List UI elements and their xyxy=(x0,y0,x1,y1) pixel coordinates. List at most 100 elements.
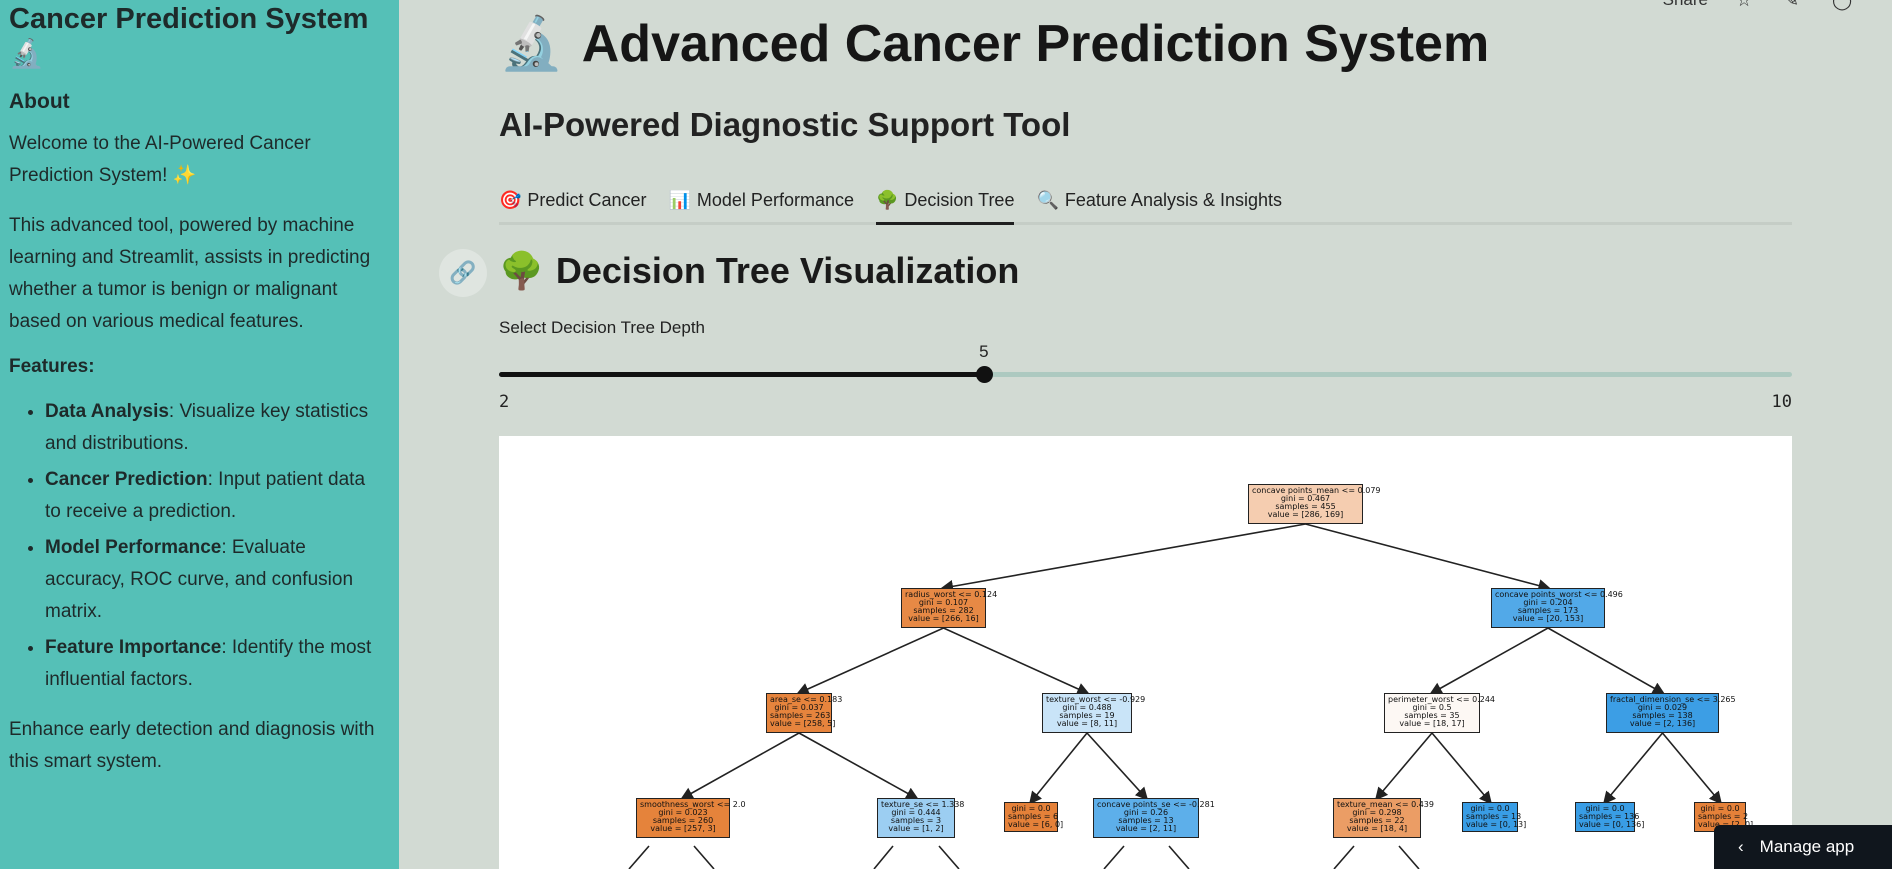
page-title: Advanced Cancer Prediction System xyxy=(581,15,1490,73)
feature-text: : Identify the most influential factors. xyxy=(45,637,372,690)
tree-edge xyxy=(938,845,960,869)
pencil-icon[interactable]: ✎ xyxy=(1784,0,1800,10)
tree-edge xyxy=(1305,523,1552,592)
tree-node-line: texture_mean <= 0.439 xyxy=(1337,800,1434,809)
link-icon: 🔗 xyxy=(449,260,477,285)
tree-icon: 🌳 xyxy=(875,189,899,210)
tree-edge xyxy=(693,845,715,869)
tab-predict-cancer[interactable]: 🎯 Predict Cancer xyxy=(499,178,646,222)
tree-node-line: gini = 0.0 xyxy=(1585,804,1625,813)
tree-node-line: samples = 136 xyxy=(1579,812,1640,821)
tree-node: concave points_worst <= 0.496 gini = 0.20… xyxy=(1491,588,1623,628)
tree-node-line: samples = 282 xyxy=(913,606,974,615)
tree-node-line: radius_worst <= 0.124 xyxy=(905,590,998,599)
tree-node-line: samples = 138 xyxy=(1632,711,1693,720)
tree-node: concave points_se <= -0.281 gini = 0.26 sa… xyxy=(1093,798,1215,838)
tree-node-line: gini = 0.204 xyxy=(1523,598,1573,607)
tree-edge xyxy=(1333,845,1355,869)
feature-name: Feature Importance xyxy=(45,637,222,658)
tree-node-line: value = [286, 169] xyxy=(1267,510,1344,519)
slider-fill xyxy=(499,372,984,377)
tree-node-line: samples = 260 xyxy=(652,816,714,825)
tree-node: fractal_dimension_se <= 3.265 gini = 0.02… xyxy=(1606,693,1736,733)
tree-node-line: value = [20, 153] xyxy=(1512,614,1584,623)
tree-node-line: gini = 0.107 xyxy=(918,598,969,607)
sidebar-title: Cancer Prediction System xyxy=(9,3,369,35)
depth-slider[interactable]: 5 2 10 xyxy=(499,340,1792,412)
bar-chart-icon: 📊 xyxy=(668,189,691,210)
description-text: This advanced tool, powered by machine l… xyxy=(9,215,371,332)
tree-node-line: value = [266, 16] xyxy=(908,614,979,623)
tree-edge xyxy=(1168,845,1190,869)
sidebar: Cancer Prediction System 🔬 About Welcome… xyxy=(0,0,399,869)
top-toolbar: Share ☆ ✎ ◯ xyxy=(1663,0,1853,10)
section-title: 🌳 Decision Tree Visualization xyxy=(499,250,1019,292)
tree-node-line: smoothness_worst <= 2.0 xyxy=(640,800,746,809)
tab-label: Feature Analysis & Insights xyxy=(1064,189,1282,210)
tree-node-line: samples = 13 xyxy=(1118,816,1174,825)
tree-node-line: gini = 0.444 xyxy=(891,808,941,817)
magnifier-icon: 🔍 xyxy=(1036,189,1059,210)
tree-node: perimeter_worst <= 0.244 gini = 0.5 sample… xyxy=(1384,693,1495,733)
tree-node: texture_worst <= -0.929 gini = 0.488 sampl… xyxy=(1042,693,1145,733)
microscope-icon: 🔬 xyxy=(499,15,564,73)
share-button[interactable]: Share xyxy=(1663,0,1708,10)
tree-node: gini = 0.0 samples = 136 value = [0, 136] xyxy=(1575,802,1644,832)
tree-node-line: samples = 173 xyxy=(1517,606,1579,615)
tree-node-line: samples = 22 xyxy=(1349,816,1405,825)
tab-feature-analysis[interactable]: 🔍 Feature Analysis & Insights xyxy=(1036,178,1282,222)
features-list: Data Analysis: Visualize key statistics … xyxy=(9,396,390,696)
tree-edge xyxy=(1028,732,1088,805)
tree-node-line: value = [1, 2] xyxy=(888,824,944,833)
tree-node-line: value = [0, 13] xyxy=(1466,820,1527,829)
anchor-link-button[interactable]: 🔗 xyxy=(439,249,487,297)
list-item: Feature Importance: Identify the most in… xyxy=(45,632,375,696)
list-item: Model Performance: Evaluate accuracy, RO… xyxy=(45,532,375,628)
tree-edge xyxy=(1086,732,1149,801)
tree-edge xyxy=(680,732,800,800)
tree-node-line: value = [2, 136] xyxy=(1629,719,1696,728)
slider-max: 10 xyxy=(1771,392,1792,412)
feature-text: : Input patient data to receive a predic… xyxy=(45,469,366,522)
tab-decision-tree[interactable]: 🌳 Decision Tree xyxy=(875,178,1015,225)
tree-node-line: gini = 0.488 xyxy=(1062,703,1112,712)
decision-tree-plot: concave points_mean <= 0.079 gini = 0.467… xyxy=(499,436,1792,869)
tree-node-line: value = [258, 5] xyxy=(770,719,836,728)
feature-name: Model Performance xyxy=(45,537,222,558)
page-header: 🔬 Advanced Cancer Prediction System xyxy=(499,14,1489,74)
tree-node-line: gini = 0.0 xyxy=(1011,804,1051,813)
tree-edges xyxy=(628,523,1723,869)
section-title-text: Decision Tree Visualization xyxy=(555,250,1020,291)
tree-node-line: gini = 0.467 xyxy=(1280,494,1331,503)
welcome-text: Welcome to the AI-Powered Cancer Predict… xyxy=(9,133,311,186)
tree-node-line: samples = 13 xyxy=(1466,812,1522,821)
star-icon[interactable]: ☆ xyxy=(1736,0,1753,10)
tree-node-line: area_se <= 0.183 xyxy=(770,695,843,704)
slider-thumb[interactable] xyxy=(975,366,993,383)
slider-track[interactable] xyxy=(499,372,1792,377)
tree-edge xyxy=(1547,627,1666,695)
tree-node-line: gini = 0.298 xyxy=(1352,808,1402,817)
tree-node-line: samples = 6 xyxy=(1008,812,1059,821)
tree-node-line: value = [6, 0] xyxy=(1008,820,1064,829)
tree-node-line: texture_se <= 1.338 xyxy=(881,800,965,809)
tree-node: smoothness_worst <= 2.0 gini = 0.023 sampl… xyxy=(636,798,746,838)
microscope-icon: 🔬 xyxy=(9,38,44,69)
tree-edge xyxy=(1103,845,1125,869)
tree-node-line: concave points_se <= -0.281 xyxy=(1097,800,1215,809)
manage-app-button[interactable]: ‹ Manage app xyxy=(1714,825,1892,869)
tree-node-line: value = [2, 0] xyxy=(1698,820,1753,829)
tree-edge xyxy=(798,732,919,800)
tree-node-line: gini = 0.26 xyxy=(1123,808,1169,817)
tree-node-line: gini = 0.5 xyxy=(1412,703,1452,712)
tree-node-line: value = [18, 17] xyxy=(1399,719,1465,728)
tree-node-line: gini = 0.023 xyxy=(658,808,708,817)
tab-label: Decision Tree xyxy=(904,189,1015,210)
github-icon[interactable]: ◯ xyxy=(1832,0,1853,10)
tree-node: radius_worst <= 0.124 gini = 0.107 samples… xyxy=(901,588,998,628)
tree-edge xyxy=(1429,627,1549,695)
tab-model-performance[interactable]: 📊 Model Performance xyxy=(668,178,854,222)
feature-text: : Visualize key statistics and distribut… xyxy=(45,401,369,454)
tree-node-line: fractal_dimension_se <= 3.265 xyxy=(1610,695,1736,704)
tree-edge xyxy=(628,845,650,869)
